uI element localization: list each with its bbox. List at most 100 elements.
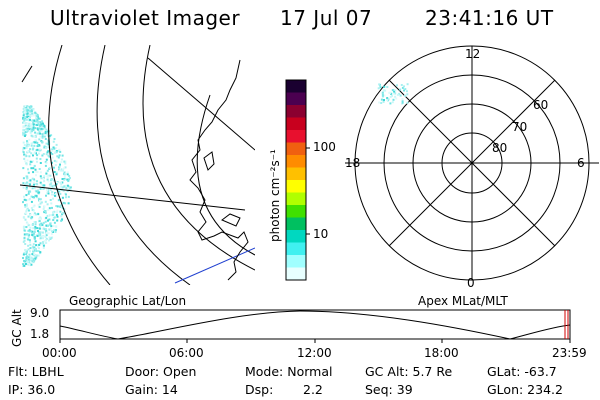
aurora-pixel	[404, 94, 407, 97]
aurora-pixel	[38, 130, 41, 133]
aurora-pixel	[53, 138, 56, 140]
time-tick-label: 12:00	[297, 346, 332, 360]
colorbar-band	[286, 92, 306, 106]
aurora-pixel	[34, 221, 37, 224]
aurora-pixel	[401, 86, 404, 89]
aurora-pixel	[33, 246, 36, 249]
aurora-pixel	[30, 114, 33, 117]
mlt-label-midnight: 0	[467, 276, 475, 290]
aurora-pixel	[29, 122, 32, 125]
aurora-pixel	[58, 148, 61, 151]
aurora-pixel	[25, 259, 28, 262]
glon-status: GLon: 234.2	[487, 382, 563, 397]
aurora-pixel	[30, 144, 33, 147]
aurora-pixel	[22, 133, 25, 136]
aurora-pixel	[34, 127, 36, 130]
aurora-pixel	[25, 199, 28, 202]
aurora-pixel	[54, 164, 57, 167]
aurora-pixel	[24, 218, 27, 221]
aurora-pixel	[33, 258, 36, 261]
longitude-line	[20, 184, 246, 211]
aurora-pixel	[392, 92, 395, 95]
aurora-pixel	[45, 153, 48, 156]
aurora-pixel	[62, 168, 65, 171]
aurora-pixel	[41, 133, 44, 136]
aurora-pixel	[37, 152, 40, 155]
aurora-pixel	[22, 141, 25, 144]
aurora-pixel	[41, 154, 44, 157]
aurora-pixel	[54, 194, 56, 197]
aurora-pixel	[48, 207, 51, 210]
aurora-pixel	[380, 102, 383, 104]
aurora-pixel	[31, 128, 34, 131]
aurora-pixel	[43, 125, 46, 127]
aurora-pixel	[31, 232, 34, 235]
aurora-pixel	[39, 217, 42, 219]
aurora-pixel	[53, 186, 56, 189]
aurora-pixel	[406, 93, 409, 96]
aurora-pixel	[56, 219, 59, 222]
aurora-pixel	[22, 263, 25, 266]
aurora-pixel	[23, 237, 26, 239]
aurora-pixel	[53, 166, 55, 169]
aurora-pixel	[27, 248, 30, 251]
aurora-pixel	[27, 256, 30, 259]
aurora-pixel	[42, 124, 45, 127]
aurora-pixel	[44, 240, 47, 243]
aurora-pixel	[38, 168, 41, 170]
aurora-pixel	[52, 225, 55, 227]
aurora-pixel	[36, 171, 39, 173]
aurora-pixel	[24, 249, 27, 252]
aurora-pixel	[23, 259, 26, 262]
aurora-pixel	[26, 142, 29, 145]
glat-status: GLat: -63.7	[487, 364, 557, 379]
aurora-pixel	[44, 128, 47, 131]
colorbar-unit-label: photon cm⁻²s⁻¹	[268, 149, 282, 242]
aurora-pixel	[28, 150, 31, 153]
aurora-pixel	[30, 110, 33, 113]
aurora-pixel	[396, 93, 399, 96]
aurora-pixel	[25, 208, 28, 211]
aurora-pixel	[66, 173, 69, 176]
aurora-pixel	[403, 89, 405, 92]
aurora-pixel	[59, 163, 61, 166]
aurora-pixel	[30, 125, 33, 128]
aurora-pixel	[41, 135, 44, 138]
aurora-pixel	[28, 253, 31, 256]
aurora-pixel	[22, 132, 25, 134]
aurora-pixel	[60, 158, 63, 161]
aurora-pixel	[33, 186, 36, 189]
aurora-pixel	[27, 168, 29, 171]
aurora-pixel	[51, 150, 54, 153]
aurora-pixel	[45, 172, 48, 175]
aurora-pixel	[36, 154, 39, 157]
aurora-pixel	[22, 182, 25, 185]
aurora-pixel	[41, 126, 44, 129]
aurora-pixel	[50, 227, 53, 230]
aurora-pixel	[64, 160, 67, 163]
aurora-pixel	[22, 151, 25, 154]
aurora-pixel	[59, 150, 62, 153]
aurora-pixel	[50, 161, 53, 164]
aurora-pixel	[42, 227, 45, 230]
aurora-pixel	[30, 217, 33, 220]
aurora-pixel	[30, 126, 33, 129]
aurora-pixel	[56, 181, 59, 184]
aurora-pixel	[32, 250, 35, 253]
aurora-pixel	[35, 157, 38, 160]
aurora-pixel	[54, 231, 57, 233]
aurora-pixel	[24, 116, 27, 118]
aurora-pixel	[46, 214, 49, 217]
aurora-pixel	[61, 154, 64, 157]
aurora-pixel	[52, 193, 55, 196]
aurora-pixel	[28, 155, 31, 158]
aurora-pixel	[22, 177, 25, 180]
aurora-pixel	[45, 146, 47, 149]
aurora-pixel	[49, 199, 52, 201]
aurora-pixel	[49, 223, 52, 226]
aurora-pixel	[64, 202, 67, 205]
aurora-pixel	[33, 213, 36, 216]
aurora-pixel	[25, 194, 28, 197]
aurora-pixel	[45, 234, 48, 237]
aurora-pixel	[29, 181, 32, 184]
